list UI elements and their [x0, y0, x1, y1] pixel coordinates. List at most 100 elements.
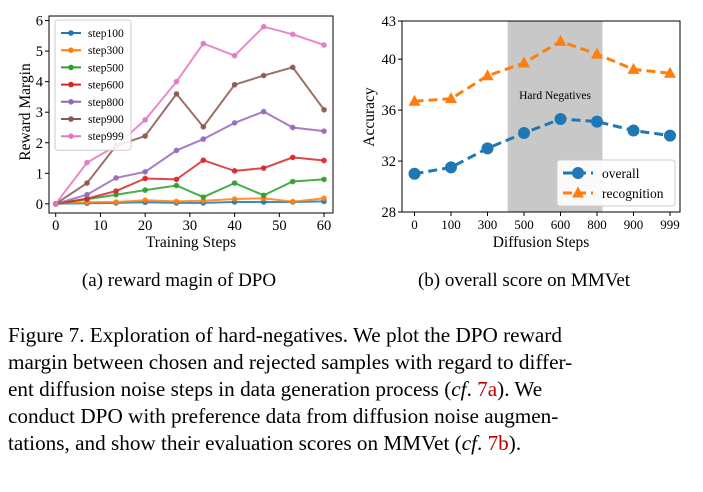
y-axis-label: Accuracy	[361, 87, 378, 147]
data-point	[260, 72, 267, 79]
legend-label: step900	[88, 114, 124, 126]
legend-marker	[68, 47, 74, 53]
x-tick-label: 500	[514, 217, 534, 232]
data-point	[231, 81, 238, 88]
data-point	[518, 127, 530, 140]
data-point	[408, 94, 421, 106]
x-tick-label: 600	[551, 217, 571, 232]
data-point	[231, 52, 238, 59]
data-point	[518, 56, 530, 68]
y-tick-label: 36	[382, 103, 397, 119]
data-point	[321, 195, 327, 202]
subplot-caption: (a) reward magin of DPO	[82, 270, 276, 291]
legend-marker	[68, 30, 74, 36]
series-line-step900	[55, 66, 325, 205]
data-point	[142, 168, 148, 175]
series-line-step500	[55, 178, 325, 205]
data-point	[173, 91, 180, 97]
caption-line: margin between chosen and rejected sampl…	[8, 350, 573, 374]
legend-box	[556, 159, 676, 207]
ref-link-7b[interactable]: 7b	[487, 431, 509, 455]
reward-margin-chart: 0 10 20 30 40 50 60 0 1 2 3 4 5 6 step100 step300 step5…	[17, 14, 334, 291]
legend: step100 step300 step500 step600 step800 step9…	[54, 19, 132, 151]
x-tick-label: 100	[441, 217, 461, 232]
legend-label: step999	[88, 131, 124, 143]
x-axis-label: Diffusion Steps	[493, 234, 590, 251]
y-tick-label: 3	[36, 105, 43, 121]
data-point	[664, 66, 676, 78]
series-line-step999	[54, 25, 325, 205]
data-point	[142, 187, 148, 193]
x-tick-label: 0	[52, 218, 59, 234]
legend: overall recognition	[556, 159, 676, 207]
caption-text: tations, and show their evaluation score…	[8, 431, 462, 455]
legend-marker	[68, 64, 74, 71]
data-point	[231, 120, 238, 126]
ref-link-7a[interactable]: 7a	[477, 377, 498, 401]
legend-label: overall	[602, 166, 640, 181]
data-point	[113, 199, 119, 205]
data-point	[231, 168, 238, 174]
caption-text: ).	[508, 431, 522, 455]
data-point	[554, 113, 567, 126]
caption-line: Figure 7. Exploration of hard-negatives.…	[8, 323, 562, 347]
y-tick-label: 2	[36, 136, 43, 152]
y-tick-label: 1	[36, 166, 43, 182]
legend-marker	[572, 186, 584, 198]
caption-cf: cf	[461, 431, 477, 455]
caption-line: ent diffusion noise steps in data genera…	[8, 376, 698, 403]
x-tick-label: 60	[317, 218, 332, 234]
data-point	[591, 115, 603, 128]
legend-marker	[572, 167, 584, 179]
x-tick-label: 999	[660, 217, 680, 232]
data-point	[173, 176, 180, 183]
data-point	[591, 47, 603, 59]
legend-label: step300	[88, 45, 124, 57]
data-point	[627, 62, 640, 74]
data-point	[231, 180, 238, 186]
x-tick-label: 900	[624, 217, 644, 232]
legend-marker	[68, 81, 74, 88]
data-point	[260, 23, 267, 30]
data-point	[142, 197, 148, 203]
caption-text: ). We	[497, 377, 543, 401]
legend-marker	[68, 116, 74, 122]
caption-line: tations, and show their evaluation score…	[8, 430, 698, 457]
y-tick-label: 0	[36, 197, 43, 213]
series-step999	[52, 23, 327, 207]
caption-cf: cf	[451, 377, 467, 401]
data-point	[84, 195, 90, 202]
x-tick-label: 0	[411, 217, 418, 232]
data-point	[84, 159, 90, 166]
data-point	[321, 176, 327, 183]
data-point	[554, 34, 567, 46]
data-point	[321, 42, 327, 48]
data-point	[321, 106, 327, 113]
data-point	[321, 128, 327, 134]
data-point	[200, 136, 207, 142]
plot-frame	[48, 15, 334, 214]
data-point	[142, 133, 148, 139]
data-point	[289, 198, 296, 205]
data-point	[113, 175, 119, 181]
data-point	[445, 161, 457, 174]
data-point	[142, 117, 148, 123]
data-point	[481, 142, 494, 155]
data-point	[445, 92, 457, 104]
data-point	[52, 201, 59, 207]
region-label: Hard Negatives	[519, 90, 591, 102]
series-line-overall	[414, 117, 671, 176]
series-overall	[408, 113, 676, 180]
data-point	[200, 40, 207, 47]
data-point	[113, 188, 119, 194]
x-tick-label: 800	[587, 217, 607, 232]
data-point	[664, 129, 676, 142]
data-point	[173, 182, 180, 189]
series-line-step600	[55, 156, 325, 205]
y-tick-label: 43	[382, 14, 397, 30]
y-tick-label: 4	[36, 75, 44, 91]
data-point	[173, 198, 180, 205]
caption-line: conduct DPO with preference data from di…	[8, 404, 559, 428]
caption-text: .	[476, 431, 488, 455]
caption-text: ent diffusion noise steps in data genera…	[8, 377, 452, 401]
